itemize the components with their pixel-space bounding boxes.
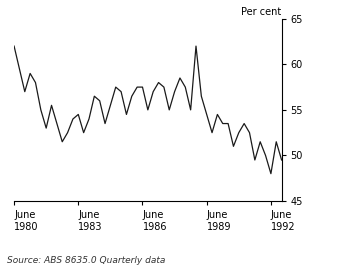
Text: Per cent: Per cent	[241, 7, 282, 17]
Text: Source: ABS 8635.0 Quarterly data: Source: ABS 8635.0 Quarterly data	[7, 256, 165, 265]
